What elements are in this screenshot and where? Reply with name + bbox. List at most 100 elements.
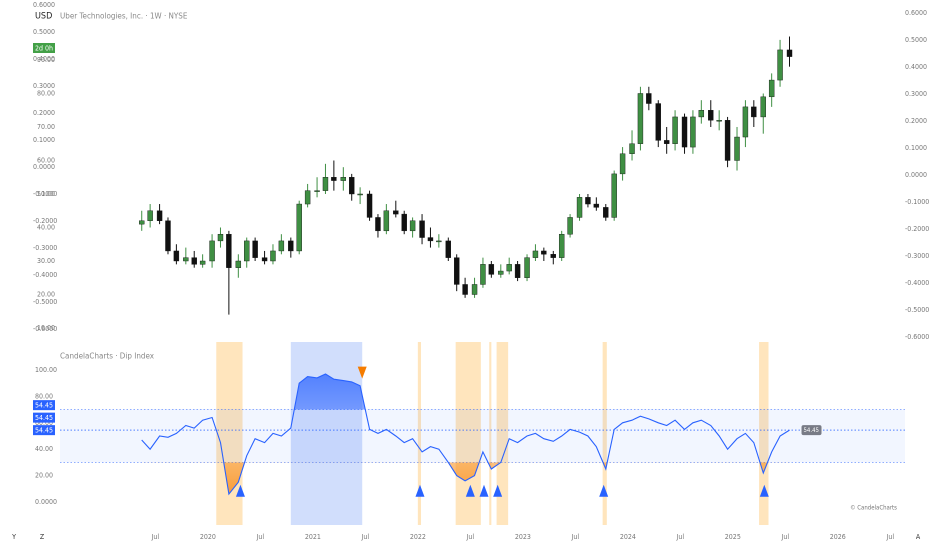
candle-body — [322, 177, 329, 191]
y2-tick-label: 0.6000 — [905, 9, 927, 17]
x-tick-label: 2024 — [620, 533, 636, 541]
countdown: 2d 0h — [35, 45, 53, 53]
candle-body — [646, 93, 652, 104]
x-tick-label: Jul — [151, 533, 160, 541]
candle-body — [751, 106, 757, 118]
y-tick-label: 50.00 — [37, 190, 55, 198]
x-tick-label: 2023 — [515, 533, 531, 541]
y-tick-label: 0.0000 — [35, 498, 57, 506]
x-tick-label: Jul — [885, 533, 894, 541]
candle-body — [409, 220, 416, 232]
candle-body — [296, 203, 302, 252]
y-tick-label: 90.00 — [37, 56, 55, 64]
x-tick-label: 2026 — [830, 533, 846, 541]
highlight-range — [759, 342, 769, 525]
candle-body — [514, 264, 521, 278]
candle-body — [629, 143, 635, 154]
candle-body — [567, 217, 573, 235]
candle-body — [681, 116, 688, 148]
candle-body — [436, 240, 442, 243]
corner-button[interactable]: A — [916, 533, 921, 541]
candle-body — [427, 237, 434, 242]
y2-tick-label-left: 0.1000 — [33, 136, 55, 144]
candle-body — [550, 254, 556, 258]
signal-arrow — [415, 484, 425, 497]
candle-body — [760, 96, 766, 118]
y2-tick-label-left: 0.4000 — [33, 55, 55, 63]
level-label: 54.45 — [35, 402, 53, 410]
candle-body — [786, 49, 793, 57]
y2-tick-label-left: -0.3000 — [33, 244, 57, 252]
candle-body — [655, 103, 661, 141]
candle-body — [165, 220, 171, 252]
indicator-title: CandelaCharts · Dip Index — [60, 352, 155, 361]
candle-body — [340, 177, 347, 181]
candle-body — [235, 260, 242, 268]
candle-body — [462, 284, 468, 295]
candle-body — [199, 260, 206, 265]
y2-tick-label: -0.1000 — [905, 198, 929, 206]
y-tick-label: 20.00 — [35, 472, 53, 480]
candle-body — [217, 233, 224, 242]
y2-tick-label: 0.3000 — [905, 90, 927, 98]
candle-body — [506, 264, 512, 272]
signal-arrow — [759, 484, 769, 497]
x-tick-label: 2020 — [200, 533, 216, 541]
corner-button[interactable]: Y — [11, 533, 16, 541]
highlight-range — [496, 342, 509, 525]
candle-body — [401, 213, 407, 232]
candle-body — [734, 136, 740, 161]
y2-tick-label-left: 0.0000 — [33, 163, 55, 171]
candle-body — [637, 93, 644, 144]
corner-button[interactable]: Z — [40, 533, 45, 541]
candle-body — [716, 120, 722, 122]
y2-tick-label: 0.0000 — [905, 171, 927, 179]
x-tick-label: Jul — [361, 533, 370, 541]
candle-body — [278, 240, 285, 252]
candle-body — [593, 203, 600, 208]
y-tick-label: 60.00 — [37, 156, 55, 164]
y2-tick-label: -0.3000 — [905, 252, 929, 260]
y2-tick-label: 0.1000 — [905, 144, 927, 152]
currency: USD — [35, 12, 52, 22]
candle-body — [603, 207, 609, 218]
candle-body — [383, 210, 390, 232]
signal-arrow — [465, 484, 475, 497]
candle-body — [541, 250, 547, 255]
candle-body — [244, 240, 250, 262]
y2-tick-label-left: 0.2000 — [33, 109, 55, 117]
last-value-label: 54.45 — [804, 427, 819, 434]
y-tick-label: 20.00 — [37, 291, 55, 299]
candle-body — [777, 49, 783, 81]
y-tick-label: 40.00 — [37, 223, 55, 231]
candle-body — [488, 264, 495, 275]
candle-body — [139, 220, 145, 225]
highlight-range — [417, 342, 422, 525]
candle-body — [498, 270, 504, 275]
y2-tick-label-left: -0.4000 — [33, 271, 57, 279]
signal-arrow — [235, 484, 245, 497]
x-tick-label: Jul — [571, 533, 580, 541]
candle-body — [209, 240, 215, 262]
candle-body — [453, 257, 460, 285]
level-label-box — [33, 425, 55, 436]
x-tick-label: Jul — [466, 533, 475, 541]
y2-tick-label: 0.2000 — [905, 117, 927, 125]
watermark: © CandelaCharts — [850, 505, 897, 512]
signal-arrow — [599, 484, 609, 497]
candle-body — [261, 257, 268, 262]
x-tick-label: 2021 — [305, 533, 321, 541]
highlight-range — [602, 342, 607, 525]
signal-arrow — [493, 484, 503, 497]
level-label-box — [33, 412, 55, 423]
y2-tick-label: -0.2000 — [905, 225, 929, 233]
y-tick-label: 40.00 — [35, 445, 53, 453]
candle-body — [304, 190, 311, 205]
candle-body — [698, 110, 705, 118]
candle-body — [288, 240, 294, 252]
y2-tick-label-left: -0.2000 — [33, 217, 57, 225]
candle-body — [270, 250, 276, 262]
candle-body — [147, 210, 153, 221]
candle-body — [191, 257, 197, 265]
